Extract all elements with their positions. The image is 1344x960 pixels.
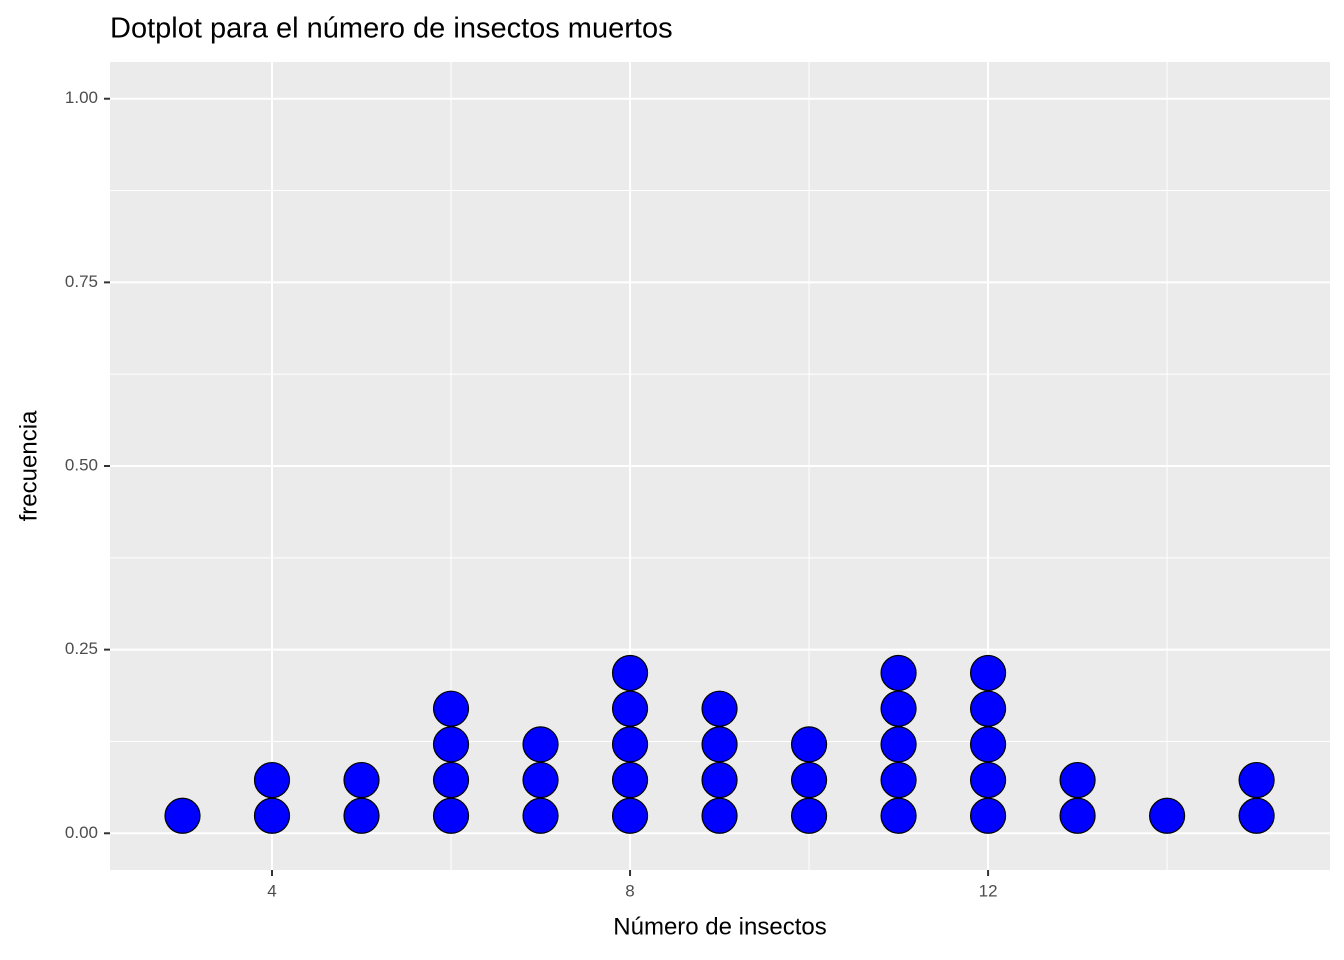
dot	[1059, 797, 1096, 834]
dot	[1238, 797, 1275, 834]
dot	[790, 761, 828, 799]
dot	[522, 726, 559, 763]
dot	[969, 761, 1007, 799]
dot	[701, 761, 738, 799]
y-tick-label: 0.50	[65, 455, 98, 474]
dot	[701, 797, 738, 834]
dot	[880, 726, 917, 763]
dot	[969, 690, 1007, 727]
chart-title: Dotplot para el número de insectos muert…	[110, 13, 673, 45]
dot	[880, 797, 917, 834]
dot	[522, 797, 559, 834]
y-tick-label: 0.00	[65, 823, 98, 842]
dot	[611, 654, 649, 692]
dot	[969, 797, 1007, 834]
dot	[1238, 761, 1275, 799]
dot	[432, 761, 470, 799]
dot	[611, 761, 649, 799]
y-tick-label: 0.25	[65, 639, 98, 658]
dot	[611, 726, 649, 763]
dot	[880, 690, 917, 727]
dot	[253, 761, 291, 799]
dot	[522, 761, 559, 799]
dot	[164, 797, 201, 834]
dot	[611, 797, 649, 834]
dot	[790, 797, 828, 834]
dot	[343, 761, 380, 799]
dots	[164, 654, 1275, 834]
dot	[790, 726, 828, 763]
dot	[432, 690, 470, 727]
y-tick-label: 0.75	[65, 272, 98, 291]
x-tick-label: 4	[267, 881, 276, 900]
dot	[611, 690, 649, 727]
y-tick-label: 1.00	[65, 88, 98, 107]
dot	[880, 654, 917, 692]
grid	[110, 62, 1330, 870]
dot	[701, 690, 738, 727]
dot	[432, 726, 470, 763]
dot	[432, 797, 470, 834]
dot	[1148, 797, 1186, 834]
dot	[343, 797, 380, 834]
x-tick-label: 12	[979, 881, 998, 900]
dot	[253, 797, 291, 834]
dot	[969, 654, 1007, 692]
dot	[969, 726, 1007, 763]
x-tick-label: 8	[625, 881, 634, 900]
dot	[880, 761, 917, 799]
y-axis-title: frecuencia	[15, 410, 42, 521]
dot	[1059, 761, 1096, 799]
dot	[701, 726, 738, 763]
x-axis-title: Número de insectos	[613, 913, 826, 940]
